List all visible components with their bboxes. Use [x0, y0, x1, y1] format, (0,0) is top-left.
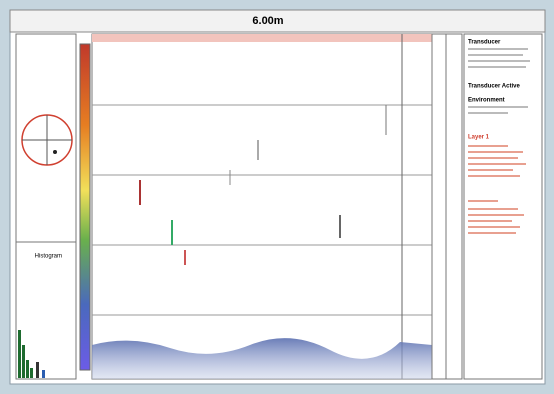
echogram-app: 6.00m Histogram Transducer Transducer Ac…: [0, 0, 554, 389]
histogram-label: Histogram: [35, 254, 62, 260]
target-dot: [53, 150, 57, 154]
screen: 6.00m Histogram Transducer Transducer Ac…: [0, 0, 554, 389]
echogram: [92, 34, 432, 379]
section-heading: Layer 1: [468, 135, 490, 141]
title: 6.00m: [252, 15, 283, 27]
section-heading: Environment: [468, 98, 505, 104]
color-scale: [80, 44, 90, 370]
side-column: [432, 34, 462, 379]
ruler: [92, 34, 432, 42]
section-heading: Transducer Active: [468, 84, 520, 90]
left-panel: [16, 34, 76, 379]
section-heading: Transducer: [468, 40, 501, 46]
